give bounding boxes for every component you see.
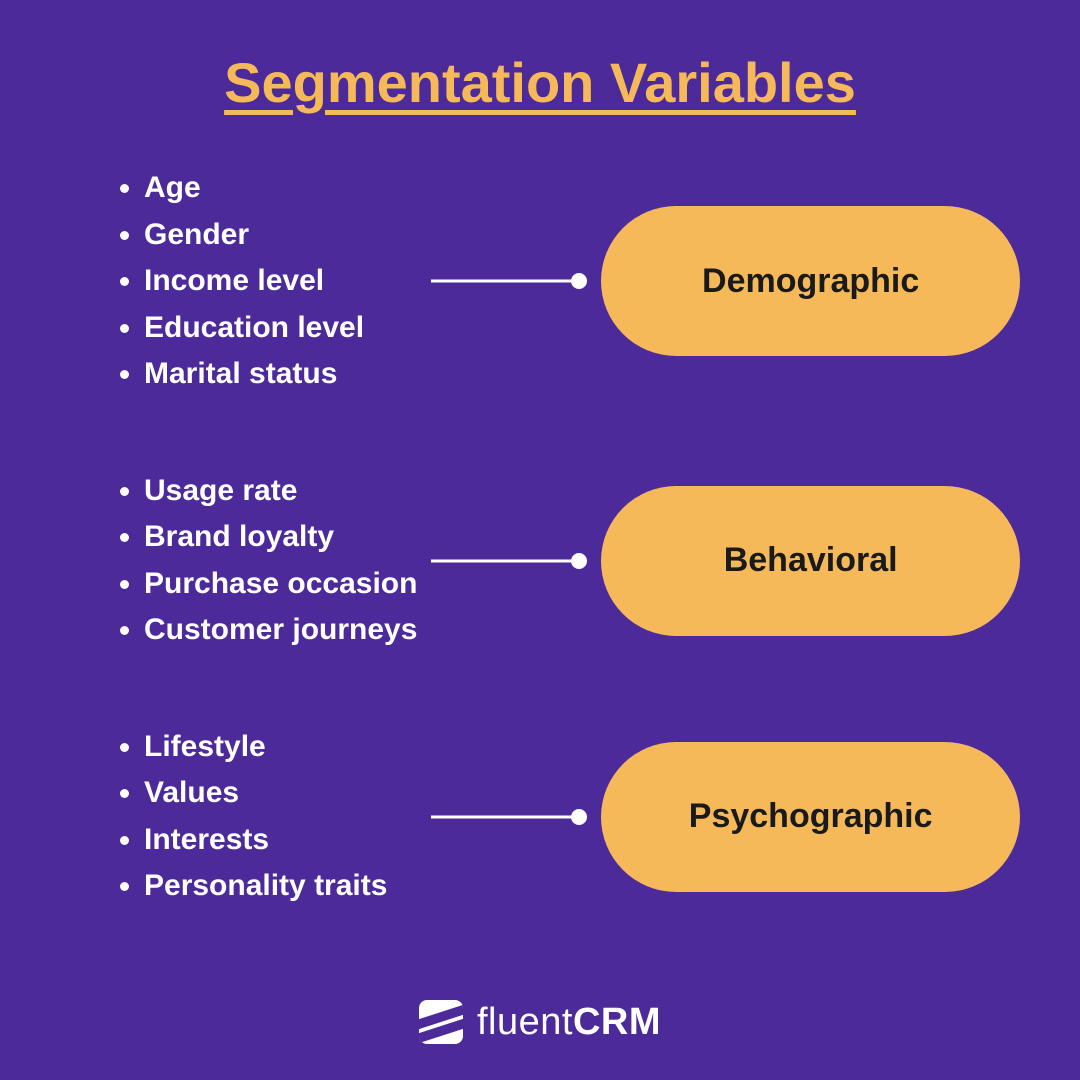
list-item: Values [144, 770, 431, 817]
logo-wordmark: fluentCRM [477, 1001, 661, 1044]
list-item: Education level [144, 305, 431, 352]
list-item: Customer journeys [144, 607, 431, 654]
list-item: Age [144, 165, 431, 212]
group-list: Usage rate Brand loyalty Purchase occasi… [110, 468, 431, 654]
connector-line [431, 559, 581, 563]
page-title: Segmentation Variables [60, 50, 1020, 115]
list-item: Lifestyle [144, 724, 431, 771]
logo-word-light: fluent [477, 1001, 573, 1043]
list-item: Purchase occasion [144, 561, 431, 608]
list-item: Gender [144, 212, 431, 259]
category-pill-behavioral: Behavioral [601, 486, 1020, 636]
list-item: Usage rate [144, 468, 431, 515]
list-item: Interests [144, 817, 431, 864]
category-pill-psychographic: Psychographic [601, 742, 1020, 892]
brand-logo: fluentCRM [0, 1000, 1080, 1044]
category-pill-demographic: Demographic [601, 206, 1020, 356]
pill-label: Demographic [702, 262, 919, 301]
group-list: Lifestyle Values Interests Personality t… [110, 724, 431, 910]
connector-line [431, 279, 581, 283]
logo-mark-icon [419, 1000, 463, 1044]
list-item: Marital status [144, 351, 431, 398]
infographic-canvas: Segmentation Variables Age Gender Income… [0, 0, 1080, 1080]
group-behavioral: Usage rate Brand loyalty Purchase occasi… [110, 468, 1020, 654]
pill-label: Behavioral [724, 541, 898, 580]
group-list: Age Gender Income level Education level … [110, 165, 431, 398]
pill-label: Psychographic [689, 797, 933, 836]
list-item: Personality traits [144, 863, 431, 910]
group-demographic: Age Gender Income level Education level … [110, 165, 1020, 398]
list-item: Brand loyalty [144, 514, 431, 561]
connector-line [431, 815, 581, 819]
group-psychographic: Lifestyle Values Interests Personality t… [110, 724, 1020, 910]
list-item: Income level [144, 258, 431, 305]
segmentation-groups: Age Gender Income level Education level … [60, 165, 1020, 910]
logo-word-bold: CRM [573, 1001, 661, 1043]
